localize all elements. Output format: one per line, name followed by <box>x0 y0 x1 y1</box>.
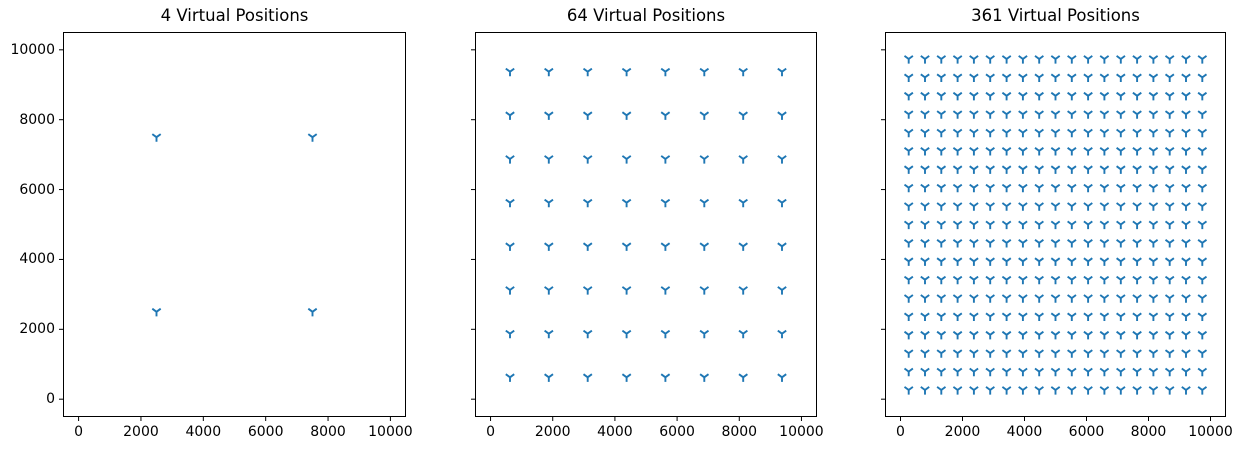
y-tick-label: 10000 <box>10 41 55 58</box>
x-tick-label: 0 <box>74 424 84 440</box>
x-tick-label: 2000 <box>944 424 981 440</box>
x-tick-label: 6000 <box>247 424 284 440</box>
x-tick-label: 2000 <box>534 424 571 440</box>
axes-spines <box>475 32 817 417</box>
tick-marks <box>471 49 802 421</box>
x-tick-label: 2000 <box>123 424 159 440</box>
plot-area <box>471 32 817 421</box>
y-tick-label: 6000 <box>19 181 55 198</box>
scatter-markers <box>903 55 1208 395</box>
subplot-title: 4 Virtual Positions <box>160 6 309 25</box>
subplot-4-virtual-positions: 4 Virtual Positions 0 2000 4000 6000 8000 100… <box>10 6 412 440</box>
x-tick-label: 8000 <box>1130 424 1167 440</box>
x-tick-label: 4000 <box>185 424 222 440</box>
x-tick-label: 8000 <box>310 424 346 440</box>
x-tick-label: 8000 <box>721 424 758 440</box>
subplot-title: 361 Virtual Positions <box>971 6 1140 25</box>
plot-area <box>59 32 406 421</box>
subplot-64-virtual-positions: 64 Virtual Positions 0 2000 4000 6000 8000 10… <box>471 6 824 440</box>
tick-marks <box>59 49 391 421</box>
axes-spines <box>885 32 1226 417</box>
scatter-markers <box>151 133 318 317</box>
scatter-markers <box>505 67 787 382</box>
x-tick-label: 10000 <box>368 424 413 440</box>
subplot-361-virtual-positions: 361 Virtual Positions 0 2000 4000 6000 8000 1… <box>881 6 1233 440</box>
x-tick-label: 10000 <box>779 424 824 440</box>
y-tick-label: 8000 <box>19 111 55 128</box>
axes-spines <box>63 32 406 417</box>
x-tick-label: 10000 <box>1188 424 1233 440</box>
plot-area <box>881 32 1226 421</box>
y-tick-label: 0 <box>46 391 55 408</box>
y-tick-label: 4000 <box>19 251 55 268</box>
y-tick-label: 2000 <box>19 321 55 338</box>
x-tick-label: 4000 <box>1006 424 1043 440</box>
x-tick-label: 6000 <box>1068 424 1105 440</box>
subplot-title: 64 Virtual Positions <box>566 6 726 25</box>
tick-marks <box>881 49 1211 421</box>
x-tick-label: 0 <box>486 424 495 440</box>
x-tick-label: 4000 <box>597 424 633 440</box>
x-tick-label: 6000 <box>659 424 695 440</box>
x-tick-label: 0 <box>896 424 905 440</box>
